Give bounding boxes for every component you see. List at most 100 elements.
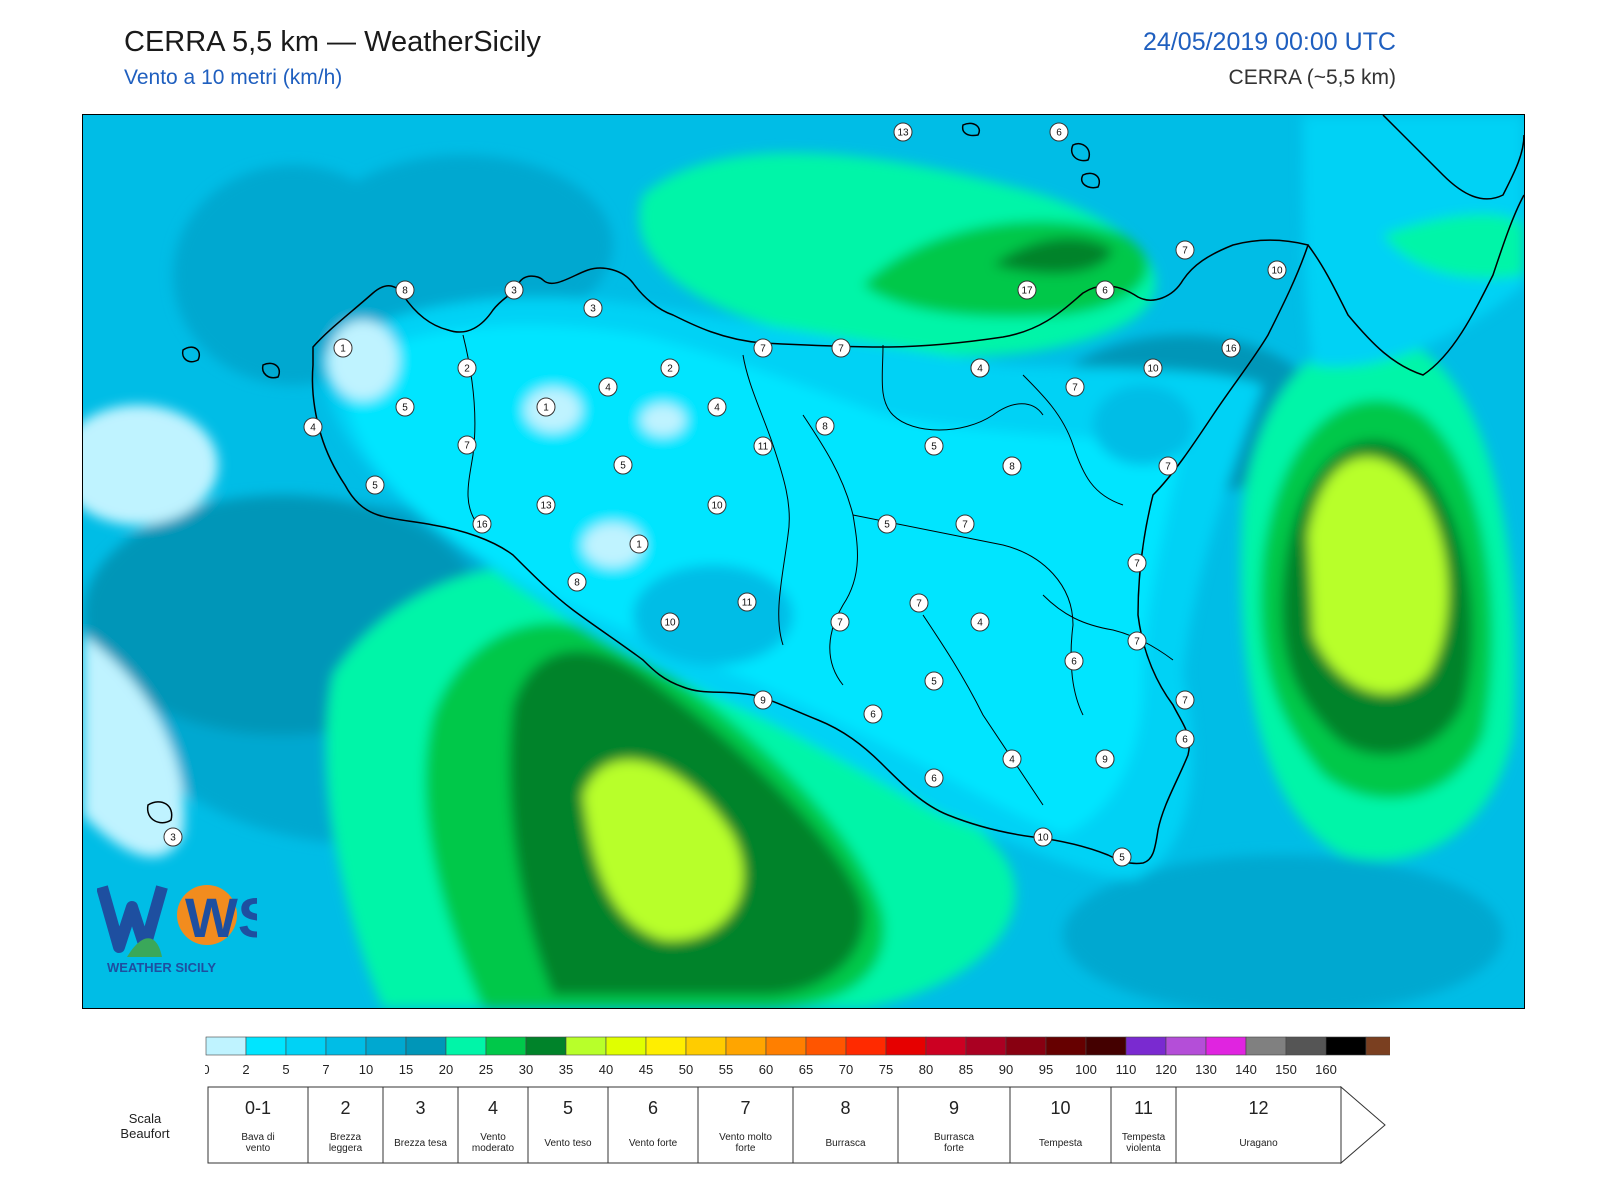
svg-text:4: 4 xyxy=(714,403,720,414)
color-scale-cell xyxy=(1285,1036,1327,1056)
svg-text:4: 4 xyxy=(488,1098,498,1118)
svg-text:12: 12 xyxy=(1248,1098,1268,1118)
wind-map: 1367101761683312241457754107475811513161… xyxy=(82,114,1525,1009)
color-scale-cell xyxy=(205,1036,247,1056)
svg-text:6: 6 xyxy=(1182,735,1188,746)
station-label: 7 xyxy=(830,612,850,632)
station-label: 8 xyxy=(395,280,415,300)
svg-text:11: 11 xyxy=(742,598,753,609)
color-scale-cell xyxy=(925,1036,967,1056)
color-scale-cell xyxy=(1325,1036,1367,1056)
station-label: 4 xyxy=(707,397,727,417)
beaufort-arrow-tip xyxy=(1340,1086,1386,1165)
station-label: 10 xyxy=(660,612,680,632)
svg-text:13: 13 xyxy=(540,501,552,512)
station-label: 7 xyxy=(909,593,929,613)
color-scale-tick: 90 xyxy=(999,1062,1013,1076)
color-scale-tick: 55 xyxy=(719,1062,733,1076)
svg-text:Vento molto: Vento molto xyxy=(719,1132,772,1143)
station-label: 13 xyxy=(536,495,556,515)
svg-text:10: 10 xyxy=(1271,266,1283,277)
forecast-datetime: 24/05/2019 00:00 UTC xyxy=(1143,28,1396,56)
station-label: 7 xyxy=(831,338,851,358)
color-scale-cell xyxy=(325,1036,367,1056)
station-label: 7 xyxy=(1175,690,1195,710)
color-scale-tick: 0 xyxy=(205,1062,210,1076)
station-label: 7 xyxy=(457,435,477,455)
station-label: 7 xyxy=(1065,377,1085,397)
svg-text:Vento teso: Vento teso xyxy=(544,1138,592,1149)
station-label: 16 xyxy=(1221,338,1241,358)
svg-text:Bava di: Bava di xyxy=(241,1132,274,1143)
wind-contours xyxy=(83,115,1524,1008)
svg-text:4: 4 xyxy=(977,618,983,629)
svg-text:Burrasca: Burrasca xyxy=(825,1138,865,1149)
svg-text:5: 5 xyxy=(372,481,378,492)
station-label: 7 xyxy=(955,514,975,534)
station-label: 7 xyxy=(1127,553,1147,573)
map-title: CERRA 5,5 km — WeatherSicily xyxy=(124,26,541,58)
svg-text:10: 10 xyxy=(664,618,676,629)
station-label: 8 xyxy=(815,416,835,436)
svg-text:6: 6 xyxy=(648,1098,658,1118)
color-scale-cell xyxy=(885,1036,927,1056)
svg-text:8: 8 xyxy=(1009,462,1015,473)
svg-text:Tempesta: Tempesta xyxy=(1039,1138,1083,1149)
svg-text:8: 8 xyxy=(402,286,408,297)
svg-text:Vento: Vento xyxy=(480,1132,506,1143)
station-label: 3 xyxy=(163,827,183,847)
color-scale-cell xyxy=(1045,1036,1087,1056)
station-labels: 1367101761683312241457754107475811513161… xyxy=(163,122,1287,867)
station-label: 4 xyxy=(598,377,618,397)
color-scale-cell xyxy=(285,1036,327,1056)
station-label: 5 xyxy=(924,436,944,456)
svg-text:16: 16 xyxy=(476,520,488,531)
color-scale-cell xyxy=(485,1036,527,1056)
station-label: 6 xyxy=(924,768,944,788)
svg-text:7: 7 xyxy=(1182,246,1188,257)
logo-mark: WS xyxy=(185,886,257,949)
svg-text:8: 8 xyxy=(574,578,580,589)
color-scale-cell xyxy=(845,1036,887,1056)
station-label: 16 xyxy=(472,514,492,534)
color-scale-cell xyxy=(725,1036,767,1056)
color-scale-tick: 50 xyxy=(679,1062,693,1076)
station-label: 13 xyxy=(893,122,913,142)
color-scale-tick: 150 xyxy=(1275,1062,1297,1076)
weathersicily-logo: WS WEATHER SICILY xyxy=(97,877,257,987)
color-scale-bar: 0 2 5 7 10 15 20 25 30 35 40 45 50 55 60 65 70 75 80 85 90 95… xyxy=(205,1036,1390,1076)
svg-text:11: 11 xyxy=(758,442,769,453)
color-scale-tick: 7 xyxy=(322,1062,329,1076)
station-label: 8 xyxy=(1002,456,1022,476)
svg-text:10: 10 xyxy=(711,501,723,512)
station-label: 7 xyxy=(1175,240,1195,260)
color-scale-tick: 40 xyxy=(599,1062,613,1076)
color-scale-tick: 5 xyxy=(282,1062,289,1076)
svg-text:1: 1 xyxy=(340,344,346,355)
station-label: 5 xyxy=(1112,847,1132,867)
beaufort-level: 8 Burrasca xyxy=(792,1086,899,1164)
color-scale-tick: 130 xyxy=(1195,1062,1217,1076)
color-scale-tick: 95 xyxy=(1039,1062,1053,1076)
beaufort-level: 12 Uragano xyxy=(1175,1086,1342,1164)
svg-text:7: 7 xyxy=(837,618,843,629)
svg-text:7: 7 xyxy=(1072,383,1078,394)
station-label: 10 xyxy=(1267,260,1287,280)
station-label: 1 xyxy=(333,338,353,358)
color-scale-cell xyxy=(405,1036,447,1056)
beaufort-level: 10 Tempesta xyxy=(1009,1086,1112,1164)
beaufort-level: 5 Vento teso xyxy=(527,1086,609,1164)
beaufort-scale-title: Scala Beaufort xyxy=(120,1111,170,1141)
station-label: 1 xyxy=(536,397,556,417)
svg-text:5: 5 xyxy=(931,442,937,453)
color-scale-cell xyxy=(1005,1036,1047,1056)
svg-text:10: 10 xyxy=(1147,364,1159,375)
station-label: 5 xyxy=(613,455,633,475)
color-scale-cell xyxy=(1085,1036,1127,1056)
color-scale-tick: 70 xyxy=(839,1062,853,1076)
